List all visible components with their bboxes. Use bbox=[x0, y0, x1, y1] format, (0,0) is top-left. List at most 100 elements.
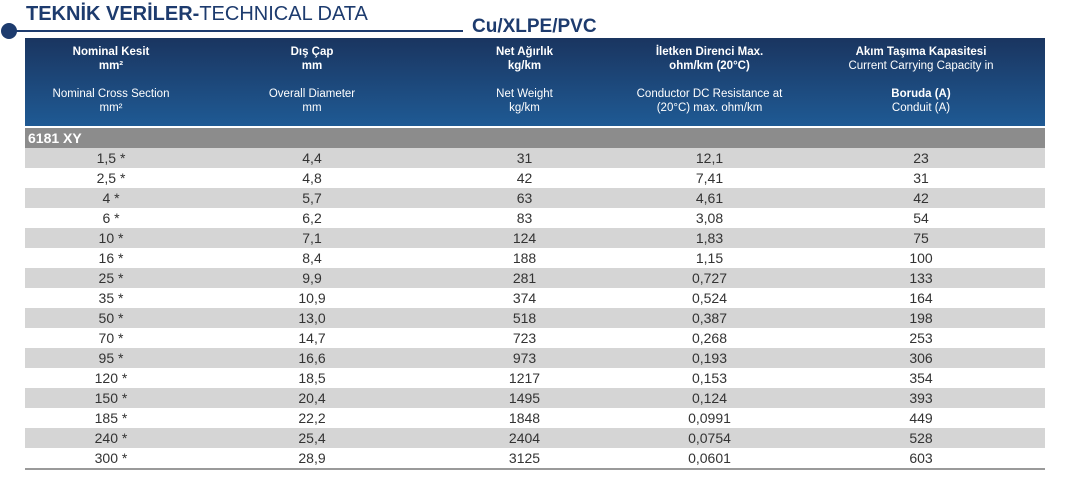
header-text-line: mm² bbox=[98, 60, 124, 72]
cell-net-weight: 2404 bbox=[508, 430, 541, 446]
cell-dc-resistance: 3,08 bbox=[695, 210, 724, 226]
cell-current-capacity: 306 bbox=[909, 350, 933, 366]
header-text-line: Nominal Kesit bbox=[72, 46, 150, 58]
cell-dc-resistance: 7,41 bbox=[695, 170, 724, 186]
header-nominal-section-english: Nominal Cross Section mm² bbox=[25, 87, 197, 115]
cell-nominal-section: 95 * bbox=[98, 350, 124, 366]
cell-nominal-section: 120 * bbox=[94, 370, 128, 386]
table-header: Nominal Kesit mm² Nominal Cross Section mm²… bbox=[25, 38, 1045, 126]
cell-dc-resistance: 0,153 bbox=[691, 370, 728, 386]
cell-dc-resistance: 0,193 bbox=[691, 350, 728, 366]
header-text-line: kg/km bbox=[509, 102, 540, 114]
cell-net-weight: 281 bbox=[512, 270, 537, 286]
header-nominal-section-turkish: Nominal Kesit mm² bbox=[25, 45, 197, 73]
cell-overall-diameter: 8,4 bbox=[302, 250, 322, 266]
title-row: TEKNİK VERİLER-TECHNICAL DATA Cu/XLPE/PV… bbox=[0, 0, 1065, 40]
table-row: 50 * 13,0 518 0,387 198 bbox=[25, 308, 1045, 328]
cell-current-capacity: 393 bbox=[909, 390, 933, 406]
table-body: 1,5 * 4,4 31 12,1 23 2,5 * 4,8 42 7,41 31 4 * 5,7 63… bbox=[25, 148, 1045, 468]
cell-current-capacity: 164 bbox=[909, 290, 933, 306]
cell-dc-resistance: 1,15 bbox=[695, 250, 724, 266]
cell-overall-diameter: 16,6 bbox=[298, 350, 326, 366]
table-row: 70 * 14,7 723 0,268 253 bbox=[25, 328, 1045, 348]
cell-current-capacity: 528 bbox=[909, 430, 933, 446]
table-row: 25 * 9,9 281 0,727 133 bbox=[25, 268, 1045, 288]
header-current-capacity: Akım Taşıma Kapasitesi Current Carrying C… bbox=[797, 38, 1045, 126]
cell-nominal-section: 240 * bbox=[94, 430, 128, 446]
header-text-line: Conduit (A) bbox=[891, 102, 951, 114]
cable-type-subtitle: Cu/XLPE/PVC bbox=[472, 16, 597, 37]
header-text-line: (20°C) max. ohm/km bbox=[656, 102, 763, 114]
cell-dc-resistance: 1,83 bbox=[695, 230, 724, 246]
cell-net-weight: 63 bbox=[516, 190, 533, 206]
cell-dc-resistance: 0,387 bbox=[691, 310, 728, 326]
cell-nominal-section: 185 * bbox=[94, 410, 128, 426]
cell-net-weight: 31 bbox=[516, 150, 533, 166]
cell-current-capacity: 31 bbox=[913, 170, 929, 186]
header-text-line: Overall Diameter bbox=[268, 88, 356, 100]
cell-dc-resistance: 0,0754 bbox=[688, 430, 731, 446]
cell-overall-diameter: 9,9 bbox=[302, 270, 322, 286]
table-row: 10 * 7,1 124 1,83 75 bbox=[25, 228, 1045, 248]
header-text-line: mm² bbox=[99, 102, 123, 114]
header-current-capacity-english: Boruda (A) Conduit (A) bbox=[797, 87, 1045, 115]
cell-overall-diameter: 28,9 bbox=[298, 450, 326, 466]
cell-current-capacity: 100 bbox=[909, 250, 933, 266]
cell-overall-diameter: 4,8 bbox=[302, 170, 322, 186]
header-text-line: Current Carrying Capacity in bbox=[848, 60, 994, 72]
cell-dc-resistance: 0,124 bbox=[691, 390, 728, 406]
table-row: 16 * 8,4 188 1,15 100 bbox=[25, 248, 1045, 268]
cell-net-weight: 188 bbox=[512, 250, 537, 266]
header-text-line: Net Weight bbox=[496, 88, 553, 100]
cell-net-weight: 83 bbox=[516, 210, 533, 226]
cell-overall-diameter: 5,7 bbox=[302, 190, 322, 206]
cell-net-weight: 3125 bbox=[508, 450, 541, 466]
cell-current-capacity: 54 bbox=[913, 210, 929, 226]
cell-net-weight: 1495 bbox=[508, 390, 541, 406]
technical-data-table: Nominal Kesit mm² Nominal Cross Section mm²… bbox=[25, 38, 1045, 470]
cell-dc-resistance: 0,0601 bbox=[688, 450, 731, 466]
cell-overall-diameter: 14,7 bbox=[298, 330, 326, 346]
page-title: TEKNİK VERİLER-TECHNICAL DATA bbox=[26, 3, 368, 26]
table-row: 4 * 5,7 63 4,61 42 bbox=[25, 188, 1045, 208]
cell-nominal-section: 25 * bbox=[98, 270, 124, 286]
table-row: 300 * 28,9 3125 0,0601 603 bbox=[25, 448, 1045, 468]
cell-nominal-section: 300 * bbox=[94, 450, 128, 466]
cell-nominal-section: 1,5 * bbox=[96, 150, 126, 166]
table-bottom-rule bbox=[25, 468, 1045, 470]
section-label: 6181 XY bbox=[25, 128, 1045, 148]
cell-current-capacity: 23 bbox=[913, 150, 929, 166]
cell-net-weight: 518 bbox=[512, 310, 537, 326]
cell-overall-diameter: 13,0 bbox=[298, 310, 326, 326]
table-row: 185 * 22,2 1848 0,0991 449 bbox=[25, 408, 1045, 428]
cell-net-weight: 1848 bbox=[508, 410, 541, 426]
table-row: 95 * 16,6 973 0,193 306 bbox=[25, 348, 1045, 368]
cell-overall-diameter: 25,4 bbox=[298, 430, 326, 446]
cell-current-capacity: 603 bbox=[909, 450, 933, 466]
cell-dc-resistance: 0,0991 bbox=[688, 410, 731, 426]
header-text-line: Net Ağırlık bbox=[495, 46, 554, 58]
cell-net-weight: 42 bbox=[516, 170, 533, 186]
cell-dc-resistance: 0,268 bbox=[691, 330, 728, 346]
cell-net-weight: 1217 bbox=[508, 370, 541, 386]
cell-net-weight: 723 bbox=[512, 330, 537, 346]
cell-nominal-section: 35 * bbox=[98, 290, 124, 306]
table-row: 35 * 10,9 374 0,524 164 bbox=[25, 288, 1045, 308]
header-text-line: mm bbox=[302, 102, 322, 114]
cell-nominal-section: 70 * bbox=[98, 330, 124, 346]
cell-nominal-section: 2,5 * bbox=[96, 170, 126, 186]
cell-current-capacity: 198 bbox=[909, 310, 933, 326]
header-dc-resistance: İletken Direnci Max. ohm/km (20°C) Conduct… bbox=[622, 38, 797, 126]
cell-dc-resistance: 0,524 bbox=[691, 290, 728, 306]
header-text-line: Dış Çap bbox=[290, 46, 334, 58]
table-row: 2,5 * 4,8 42 7,41 31 bbox=[25, 168, 1045, 188]
header-dc-resistance-turkish: İletken Direnci Max. ohm/km (20°C) bbox=[622, 45, 797, 73]
header-spacer bbox=[25, 126, 1045, 128]
cell-current-capacity: 354 bbox=[909, 370, 933, 386]
table-row: 1,5 * 4,4 31 12,1 23 bbox=[25, 148, 1045, 168]
header-text-line: İletken Direnci Max. bbox=[655, 46, 764, 58]
cell-dc-resistance: 4,61 bbox=[695, 190, 724, 206]
header-dc-resistance-english: Conductor DC Resistance at (20°C) max. oh… bbox=[622, 87, 797, 115]
title-underline bbox=[8, 30, 463, 32]
page-title-english: TECHNICAL DATA bbox=[199, 3, 368, 25]
